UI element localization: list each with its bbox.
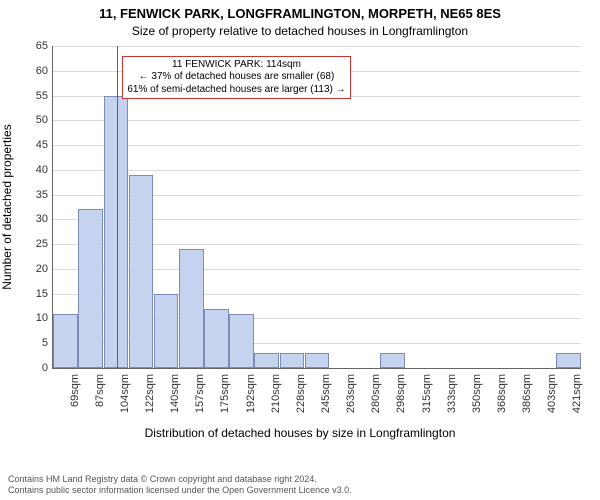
- histogram-bar: [204, 309, 229, 368]
- footer-attribution: Contains HM Land Registry data © Crown c…: [8, 474, 352, 497]
- y-tick-label: 35: [18, 189, 48, 201]
- x-tick-label: 350sqm: [471, 374, 483, 413]
- x-tick-label: 210sqm: [270, 374, 282, 413]
- histogram-bar: [380, 353, 405, 368]
- x-tick-label: 263sqm: [345, 374, 357, 413]
- histogram-bar: [254, 353, 279, 368]
- histogram-bar: [78, 209, 103, 368]
- histogram-bar: [229, 314, 254, 368]
- x-tick-label: 228sqm: [295, 374, 307, 413]
- x-tick-label: 69sqm: [69, 374, 81, 407]
- x-tick-label: 157sqm: [194, 374, 206, 413]
- footer-line-1: Contains HM Land Registry data © Crown c…: [8, 474, 352, 485]
- y-axis-label: Number of detached properties: [0, 124, 14, 289]
- histogram-bar: [53, 314, 78, 368]
- x-tick-label: 122sqm: [144, 374, 156, 413]
- x-tick-label: 175sqm: [219, 374, 231, 413]
- x-tick-label: 104sqm: [119, 374, 131, 413]
- x-axis-label: Distribution of detached houses by size …: [0, 426, 600, 440]
- y-tick-label: 30: [18, 213, 48, 225]
- y-tick-label: 45: [18, 139, 48, 151]
- gridline: [53, 120, 581, 121]
- annotation-line: 11 FENWICK PARK: 114sqm: [127, 59, 345, 72]
- histogram-bar: [280, 353, 305, 368]
- chart-title-main: 11, FENWICK PARK, LONGFRAMLINGTON, MORPE…: [0, 6, 600, 21]
- x-tick-label: 421sqm: [571, 374, 583, 413]
- x-tick-label: 298sqm: [395, 374, 407, 413]
- x-tick-label: 368sqm: [496, 374, 508, 413]
- y-tick-label: 20: [18, 263, 48, 275]
- plot-area: 11 FENWICK PARK: 114sqm← 37% of detached…: [52, 46, 581, 369]
- annotation-line: 61% of semi-detached houses are larger (…: [127, 84, 345, 97]
- y-tick-label: 65: [18, 40, 48, 52]
- x-tick-label: 315sqm: [421, 374, 433, 413]
- chart-container: 11, FENWICK PARK, LONGFRAMLINGTON, MORPE…: [0, 0, 600, 500]
- marker-line: [117, 46, 118, 368]
- histogram-bar: [556, 353, 581, 368]
- y-tick-label: 15: [18, 288, 48, 300]
- y-tick-label: 25: [18, 238, 48, 250]
- y-tick-label: 60: [18, 65, 48, 77]
- x-tick-label: 403sqm: [546, 374, 558, 413]
- x-tick-label: 386sqm: [521, 374, 533, 413]
- y-tick-label: 5: [18, 337, 48, 349]
- y-tick-label: 55: [18, 90, 48, 102]
- x-tick-label: 87sqm: [94, 374, 106, 407]
- x-tick-label: 333sqm: [446, 374, 458, 413]
- footer-line-2: Contains public sector information licen…: [8, 485, 352, 496]
- gridline: [53, 170, 581, 171]
- histogram-bar: [104, 96, 129, 368]
- x-tick-label: 192sqm: [245, 374, 257, 413]
- histogram-bar: [305, 353, 330, 368]
- gridline: [53, 46, 581, 47]
- x-tick-label: 140sqm: [169, 374, 181, 413]
- x-tick-label: 280sqm: [370, 374, 382, 413]
- y-tick-label: 0: [18, 362, 48, 374]
- y-tick-label: 10: [18, 312, 48, 324]
- gridline: [53, 145, 581, 146]
- annotation-box: 11 FENWICK PARK: 114sqm← 37% of detached…: [122, 56, 350, 100]
- annotation-line: ← 37% of detached houses are smaller (68…: [127, 71, 345, 84]
- chart-title-sub: Size of property relative to detached ho…: [0, 24, 600, 38]
- y-tick-label: 50: [18, 114, 48, 126]
- histogram-bar: [154, 294, 179, 368]
- histogram-bar: [179, 249, 204, 368]
- x-tick-label: 245sqm: [320, 374, 332, 413]
- histogram-bar: [129, 175, 154, 368]
- y-tick-label: 40: [18, 164, 48, 176]
